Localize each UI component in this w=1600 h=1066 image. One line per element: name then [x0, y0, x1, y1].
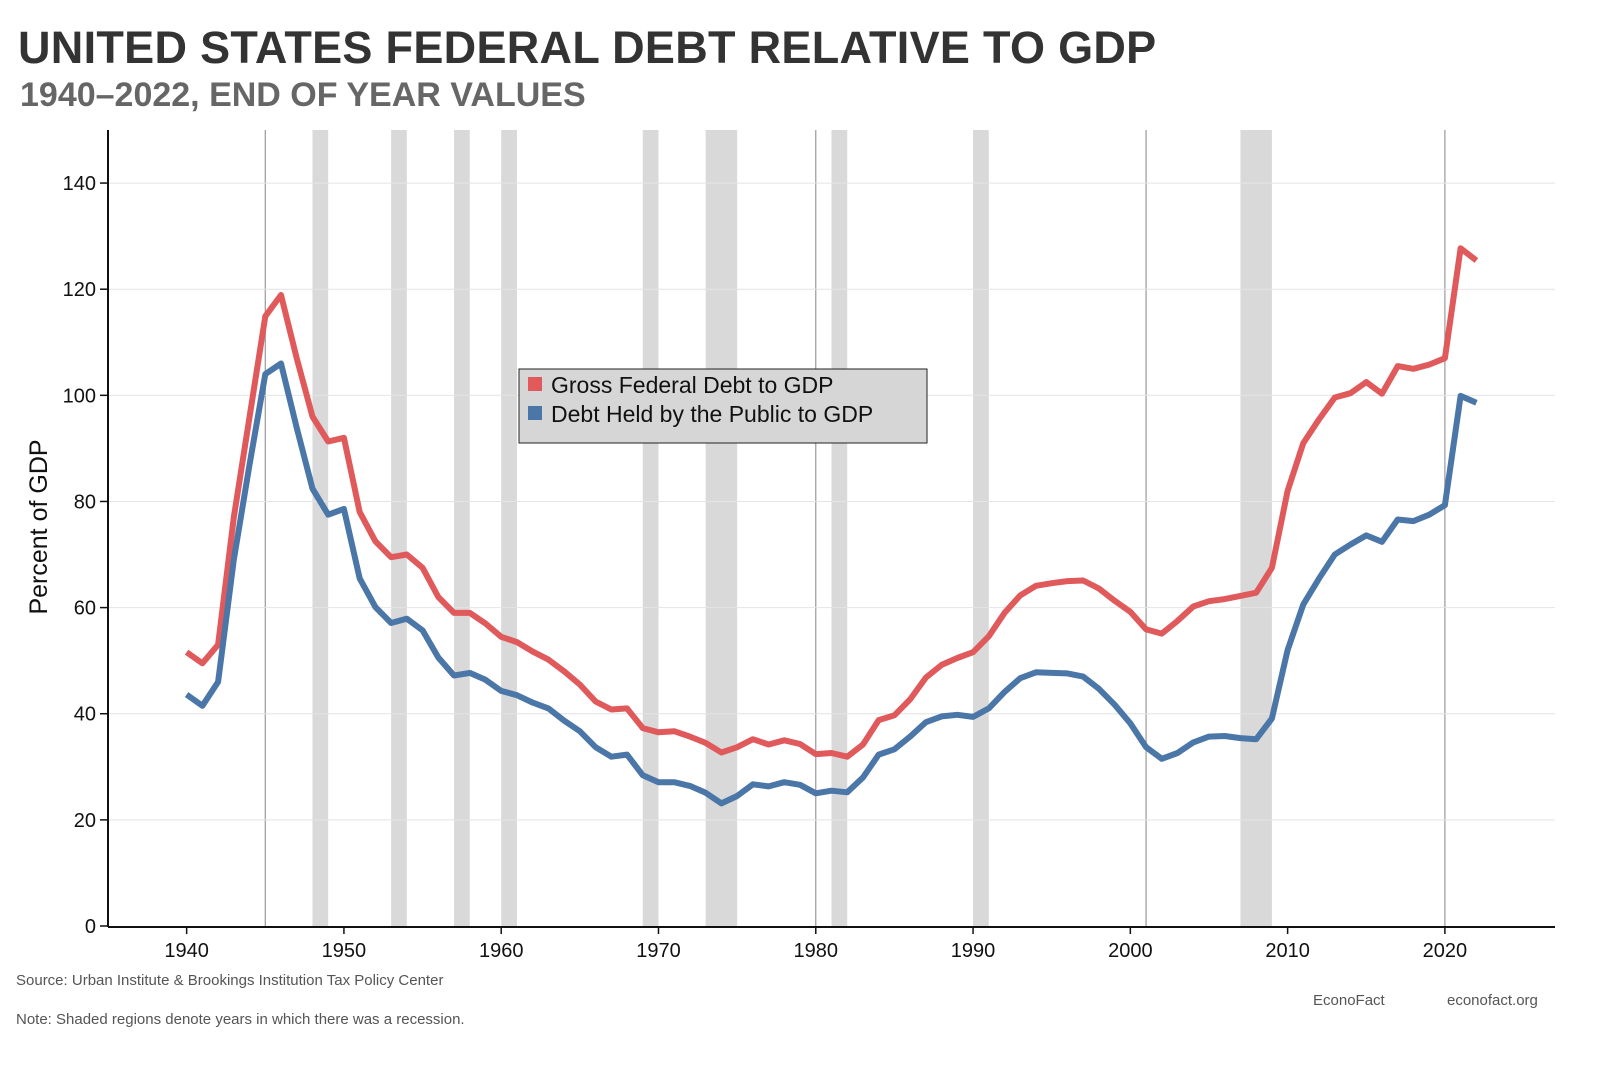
y-axis-label: Percent of GDP	[25, 439, 53, 614]
x-tick-label: 1990	[951, 940, 996, 962]
y-tick-label: 140	[63, 173, 96, 195]
recession-band	[391, 130, 407, 926]
legend: Gross Federal Debt to GDP Debt Held by t…	[518, 368, 928, 444]
brand-url: econofact.org	[1447, 992, 1538, 1009]
y-tick-label: 80	[74, 491, 96, 513]
legend-swatch-gross	[528, 377, 542, 391]
chart-title: UNITED STATES FEDERAL DEBT RELATIVE TO G…	[18, 22, 1157, 73]
x-tick-label: 2010	[1265, 940, 1310, 962]
recession-band	[454, 130, 470, 926]
recession-band	[705, 130, 738, 926]
x-tick-label: 1960	[479, 940, 524, 962]
y-tick-label: 20	[74, 810, 96, 832]
legend-label-public: Debt Held by the Public to GDP	[551, 401, 873, 427]
x-tick-label: 1950	[322, 940, 367, 962]
recession-band	[1240, 130, 1272, 926]
source-note: Source: Urban Institute & Brookings Inst…	[16, 972, 444, 989]
y-tick-label: 0	[85, 916, 96, 938]
y-tick-label: 120	[63, 279, 96, 301]
recession-band	[312, 130, 329, 926]
recession-note: Note: Shaded regions denote years in whi…	[16, 1011, 465, 1028]
recession-band	[501, 130, 517, 926]
y-tick-label: 60	[74, 598, 96, 620]
x-tick-label: 1980	[794, 940, 839, 962]
legend-label-gross: Gross Federal Debt to GDP	[551, 372, 834, 398]
x-tick-label: 1940	[164, 940, 209, 962]
y-tick-label: 100	[63, 385, 96, 407]
recession-band	[642, 130, 659, 926]
x-tick-label: 2020	[1423, 940, 1468, 962]
x-tick-label: 2000	[1108, 940, 1153, 962]
x-tick-label: 1970	[636, 940, 681, 962]
chart-subtitle: 1940–2022, END OF YEAR VALUES	[20, 76, 586, 114]
recession-band	[973, 130, 989, 926]
series-line-public-debt	[184, 360, 1478, 807]
legend-swatch-public	[528, 406, 542, 420]
recession-band	[831, 130, 848, 926]
brand-label: EconoFact	[1313, 992, 1385, 1009]
series-line-gross-debt	[184, 245, 1479, 760]
y-tick-label: 40	[74, 704, 96, 726]
